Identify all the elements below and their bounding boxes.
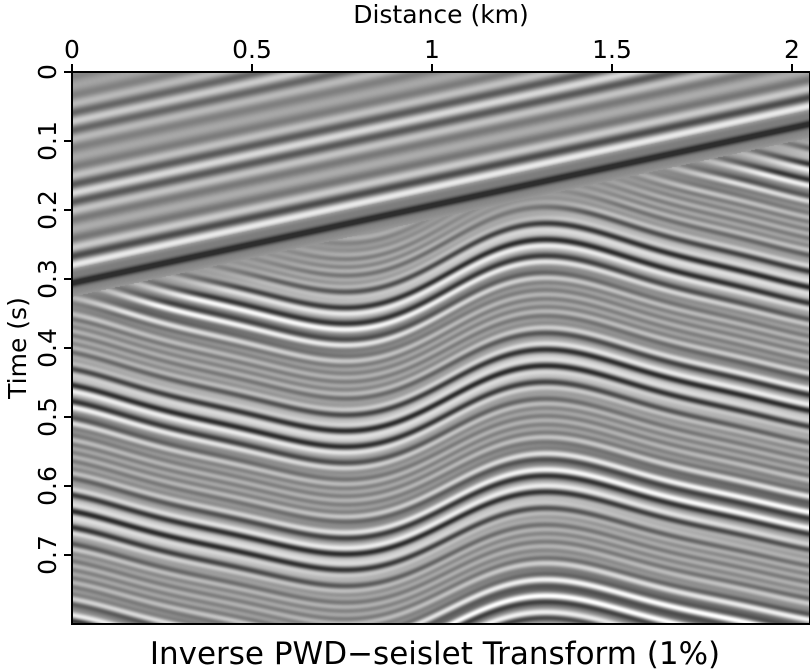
y-tick-label: 0.5: [33, 397, 62, 437]
y-tick-label: 0.6: [33, 466, 62, 506]
x-axis-label: Distance (km): [353, 0, 529, 29]
y-tick-label: 0.2: [33, 190, 62, 230]
y-tick-label: 0.7: [33, 535, 62, 575]
y-tick-label: 0: [33, 64, 62, 80]
chart-title: Inverse PWD−seislet Transform (1%): [150, 636, 720, 672]
y-tick-label: 0.3: [33, 259, 62, 299]
y-tick-label: 0.1: [33, 121, 62, 161]
y-ticks: 0 0.1 0.2 0.3 0.4 0.5 0.6 0.7: [33, 64, 72, 575]
x-tick-label: 2: [784, 35, 800, 64]
x-ticks: 0 0.5 1 1.5 2: [64, 35, 800, 72]
x-tick-label: 1: [424, 35, 440, 64]
plot-frame: [71, 71, 810, 625]
x-tick-label: 0: [64, 35, 80, 64]
y-axis-label: Time (s): [3, 297, 32, 400]
y-tick-label: 0.4: [33, 328, 62, 368]
x-tick-label: 1.5: [592, 35, 632, 64]
seismic-image: [72, 72, 810, 624]
x-tick-label: 0.5: [232, 35, 272, 64]
